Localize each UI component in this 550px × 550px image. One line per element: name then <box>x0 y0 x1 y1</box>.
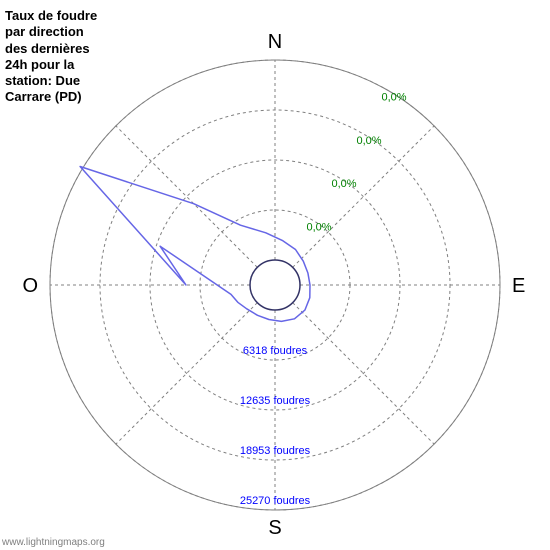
percent-label: 0,0% <box>382 92 407 104</box>
cardinal-N: N <box>268 31 282 53</box>
cardinal-E: E <box>512 275 525 297</box>
center-circle <box>250 260 300 310</box>
source-footer: www.lightningmaps.org <box>2 537 105 548</box>
count-label: 12635 foudres <box>240 395 311 407</box>
count-label: 6318 foudres <box>243 345 308 357</box>
grid-spoke <box>116 126 257 267</box>
cardinal-W: O <box>22 275 38 297</box>
count-label: 25270 foudres <box>240 495 311 507</box>
count-label: 18953 foudres <box>240 445 311 457</box>
percent-label: 0,0% <box>357 135 382 147</box>
percent-label: 0,0% <box>332 178 357 190</box>
cardinal-S: S <box>268 517 281 539</box>
percent-label: 0,0% <box>307 221 332 233</box>
chart-title: Taux de foudre par direction des dernièr… <box>5 8 100 106</box>
